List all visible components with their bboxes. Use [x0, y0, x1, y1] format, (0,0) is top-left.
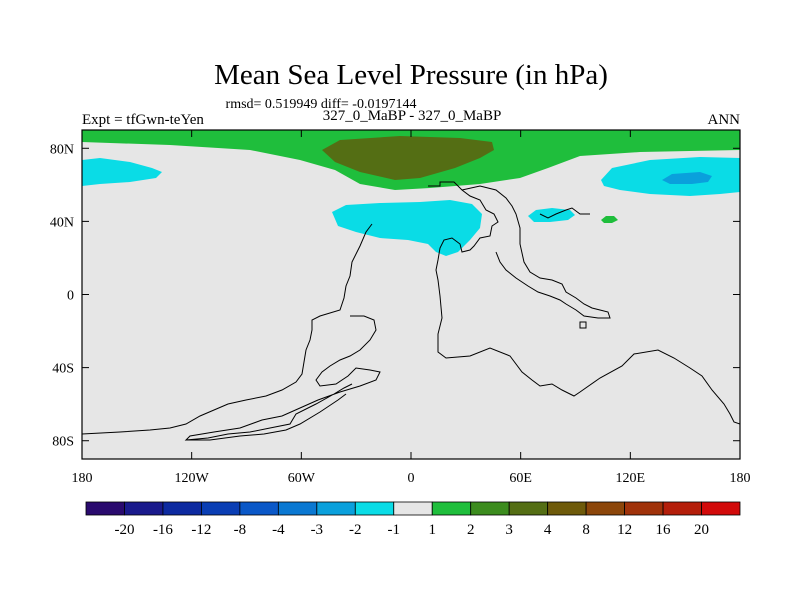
colorbar-label: -1 — [388, 522, 401, 538]
colorbar-label: 16 — [656, 522, 672, 538]
x-tick-label: 120E — [616, 471, 646, 486]
experiment-label: Expt = tfGwn-teYen — [82, 112, 204, 128]
colorbar-label: -3 — [311, 522, 324, 538]
region-atlantic-cyan — [332, 200, 482, 256]
colorbar-label: 20 — [694, 522, 709, 538]
x-tick-label: 180 — [72, 471, 93, 486]
coastline-asia-inland — [539, 207, 590, 219]
colorbar-swatch — [239, 501, 279, 516]
colorbar-swatch — [624, 501, 664, 516]
colorbar-swatch — [124, 501, 164, 516]
colorbar-label: 8 — [582, 522, 590, 538]
coastline-eurasia-africa — [428, 181, 740, 425]
colorbar-swatch — [585, 501, 625, 516]
x-tick-label: 60W — [288, 471, 316, 486]
coastline-south-america-east — [184, 315, 381, 441]
map-plot — [82, 130, 740, 459]
colorbar-label: 12 — [617, 522, 632, 538]
colorbar-swatch — [547, 501, 587, 516]
colorbar-swatch — [508, 501, 549, 516]
coastline-south-america — [82, 223, 373, 435]
y-tick-label: 80N — [50, 142, 74, 157]
x-tick-label: 180 — [730, 471, 751, 486]
region-npacific-cyan-west — [82, 158, 162, 186]
colorbar-label: -16 — [153, 522, 173, 538]
region-npacific-blue-core — [662, 172, 712, 184]
colorbar-swatch — [662, 501, 702, 516]
x-tick-label: 120W — [175, 471, 210, 486]
colorbar-label: 3 — [505, 522, 513, 538]
colorbar-swatch — [431, 501, 472, 516]
colorbar-label: -12 — [191, 522, 211, 538]
region-east-asia-green — [601, 216, 618, 223]
y-tick-label: 40S — [52, 362, 74, 377]
coastline-asia-east — [461, 185, 611, 319]
axes: 180 120W 60W 0 60E 120E 180 80N 40N 0 40S 80S — [50, 130, 751, 486]
y-tick-label: 80S — [52, 435, 74, 450]
colorbar-swatch — [393, 501, 433, 516]
y-tick-label: 0 — [67, 289, 74, 304]
colorbar-label: 4 — [544, 522, 552, 538]
colorbar-label: -20 — [114, 522, 134, 538]
coastline-indian-ocean-island — [579, 321, 587, 329]
coastlines — [82, 181, 740, 441]
chart-title: Mean Sea Level Pressure (in hPa) — [214, 59, 608, 91]
colorbar-swatch — [85, 501, 125, 516]
colorbar-swatch — [162, 501, 202, 516]
colorbar-label: -4 — [272, 522, 285, 538]
colorbar-label: -8 — [234, 522, 247, 538]
season-label: ANN — [708, 112, 741, 128]
colorbar-swatch — [201, 501, 241, 516]
x-tick-label: 60E — [509, 471, 532, 486]
difference-label: 327_0_MaBP - 327_0_MaBP — [323, 108, 502, 124]
y-tick-label: 40N — [50, 215, 74, 230]
colorbar-label: -2 — [349, 522, 362, 538]
x-tick-label: 0 — [408, 471, 415, 486]
colorbar-swatch — [277, 501, 318, 516]
colorbar: -20 -16 -12 -8 -4 -3 -2 -1 1 2 3 4 8 12 16 20 — [85, 501, 741, 538]
colorbar-swatch — [316, 501, 356, 516]
stats-line: rmsd= 0.519949 diff= -0.0197144 — [226, 97, 417, 112]
colorbar-label: 1 — [428, 522, 436, 538]
region-arctic-dark-green — [322, 136, 494, 180]
coastline-antarctic-peninsula — [186, 393, 347, 441]
colorbar-label: 2 — [467, 522, 475, 538]
colorbar-swatch — [470, 501, 510, 516]
colorbar-swatch — [354, 501, 395, 516]
colorbar-swatch — [701, 501, 741, 516]
